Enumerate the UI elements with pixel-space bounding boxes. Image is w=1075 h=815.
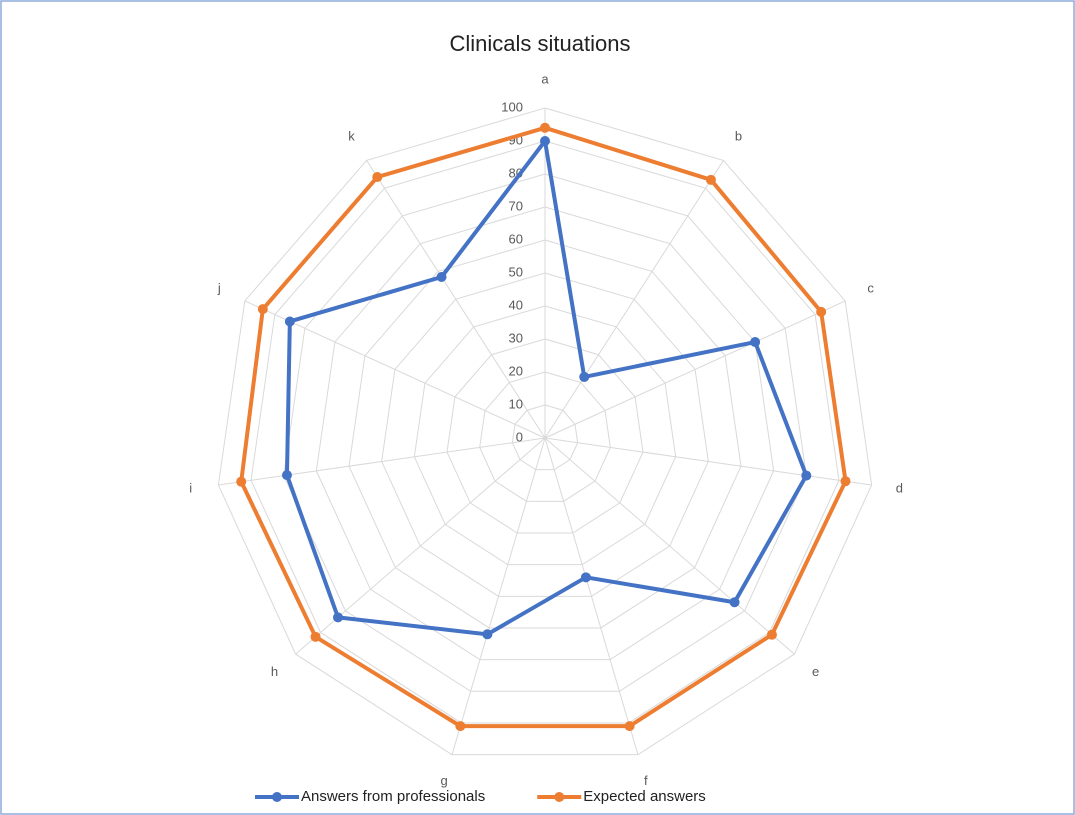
legend-item: Expected answers [537,788,706,805]
data-point [766,629,777,640]
spoke [544,437,639,755]
y-tick-label: 50 [509,264,523,279]
data-point [257,304,268,315]
category-label: a [541,71,549,86]
y-tick-label: 30 [509,330,523,345]
series-line [239,125,848,729]
spoke [544,437,872,486]
spoke [218,437,546,486]
grid-ring [348,239,742,629]
grid-ring [511,404,579,471]
category-label: c [867,281,874,296]
grid-ring [413,305,677,566]
data-point [540,122,550,133]
grid-ring [446,338,644,534]
category-label: d [896,480,903,495]
category-label: b [735,128,742,143]
y-tick-label: 70 [509,198,523,213]
data-point [482,629,493,640]
category-label: k [348,128,355,143]
spoke [451,437,546,755]
data-point [436,271,447,282]
spoke [544,160,724,439]
category-label: f [644,773,648,788]
data-point [750,337,761,348]
data-point [840,476,851,487]
category-label: i [189,480,192,495]
data-point [729,597,740,608]
y-tick-label: 100 [501,99,523,114]
data-point [236,476,247,487]
legend-label: Expected answers [583,788,706,805]
grid-ring [283,173,807,692]
data-point [540,136,550,146]
data-point [333,612,344,623]
y-tick-label: 40 [509,297,523,312]
grid-ring [315,206,775,661]
spoke [244,300,546,439]
y-tick-label: 20 [509,363,523,378]
legend-label: Answers from professionals [301,788,485,805]
legend-item: Answers from professionals [255,788,485,805]
grid-ring [250,140,840,724]
grid-ring [217,107,873,756]
legend-marker [554,792,565,802]
data-point [705,174,716,185]
series-line [284,139,809,637]
category-label: j [217,281,221,296]
data-point [284,316,295,327]
y-tick-label: 0 [516,429,523,444]
data-point [624,721,635,732]
data-point [580,572,591,583]
category-label: h [271,664,278,679]
spoke [366,160,546,439]
chart-title: Clinicals situations [450,31,631,56]
spoke [544,300,846,439]
category-label: g [441,773,448,788]
data-point [281,470,292,481]
grid-ring [479,371,611,502]
data-point [801,470,812,481]
data-point [310,631,321,642]
data-point [455,721,466,732]
category-label: e [812,664,819,679]
spoke [544,437,795,655]
y-tick-label: 10 [509,396,523,411]
data-point [579,371,590,382]
legend-marker [272,792,282,802]
data-point [816,306,827,317]
data-point [372,172,383,183]
y-tick-label: 60 [509,231,523,246]
